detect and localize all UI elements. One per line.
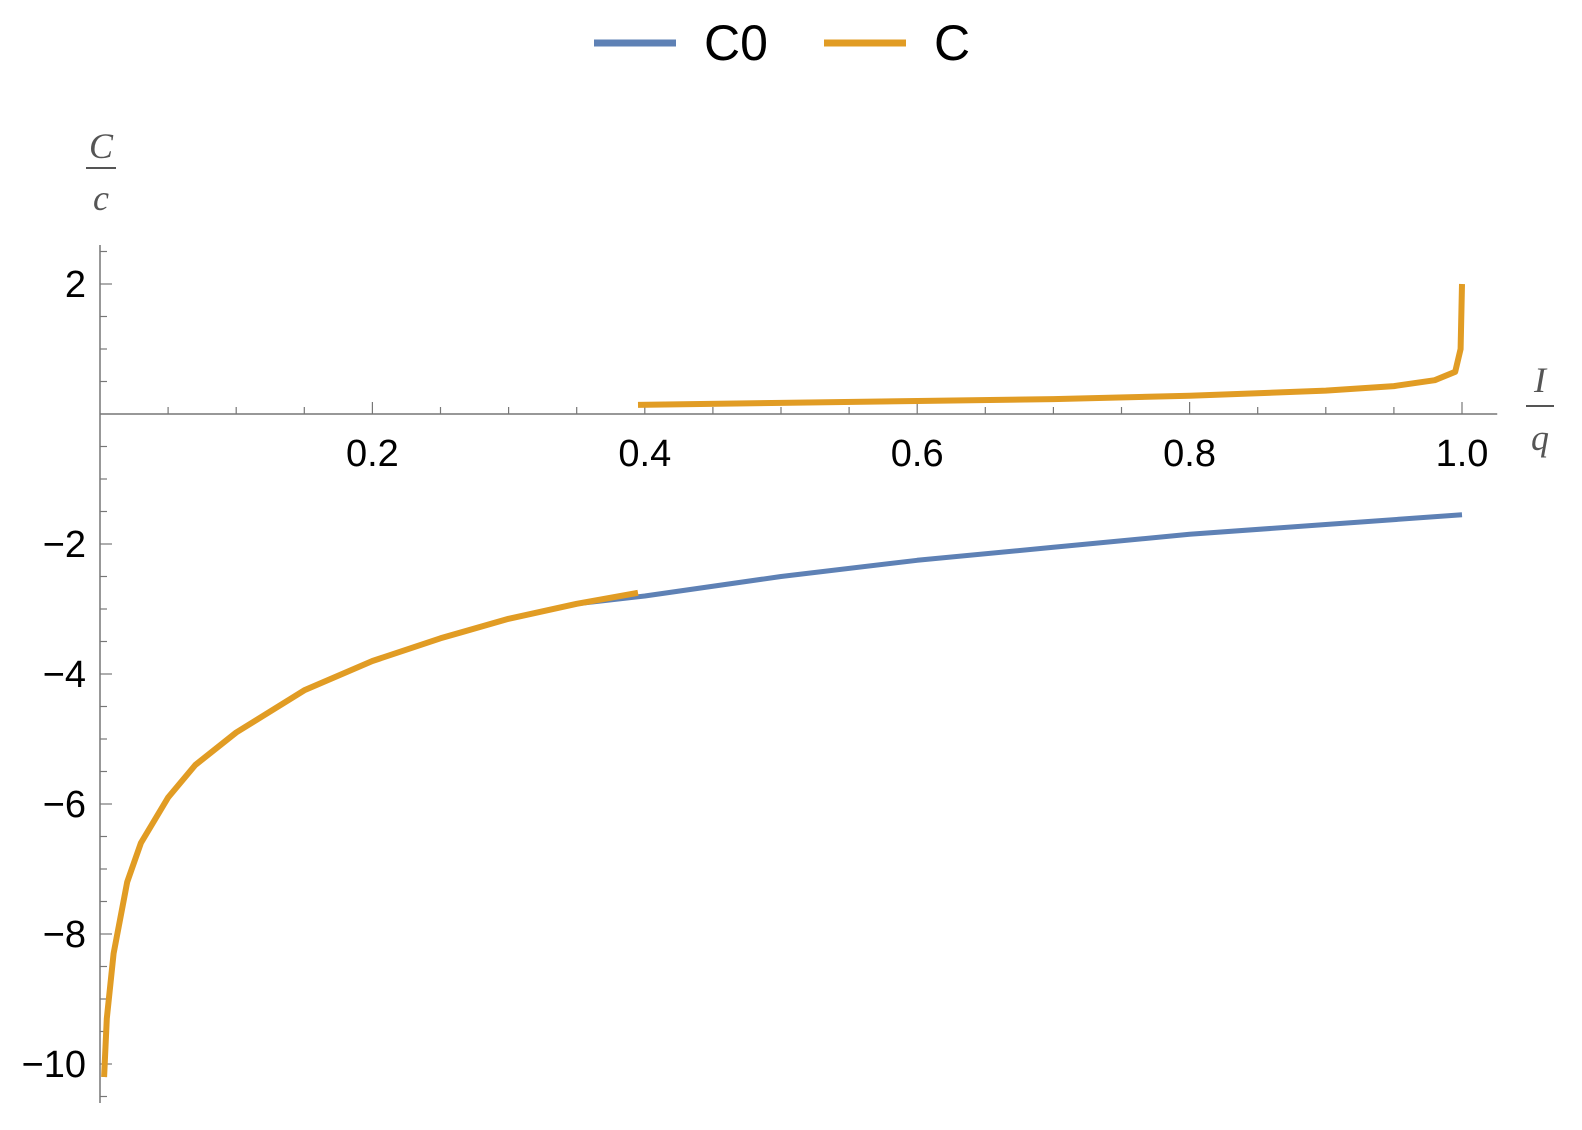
x-tick-label: 0.2 [346, 433, 399, 475]
y-tick-label: −4 [43, 654, 86, 696]
axes: 0.2 0.4 0.6 0.8 1.0 −10 −8 −6 −4 −2 2 [22, 245, 1498, 1103]
legend-label-c: C [934, 15, 970, 71]
x-axis-label-numerator: I [1533, 360, 1548, 400]
series-line-c0 [101, 512, 1463, 1078]
y-axis-label-numerator: C [89, 126, 114, 166]
x-tick-label: 0.4 [618, 433, 671, 475]
x-tick-label: 0.6 [891, 433, 944, 475]
series-layer [101, 283, 1465, 1078]
y-tick-label: −8 [43, 914, 86, 956]
x-axis-label-denominator: q [1531, 418, 1549, 458]
y-tick-label: −10 [22, 1044, 86, 1086]
y-tick-label: −2 [43, 524, 86, 566]
x-axis-label: I q [1526, 360, 1554, 458]
series-line-c [101, 283, 1465, 1078]
legend-label-c0: C0 [704, 15, 768, 71]
y-axis-label-denominator: c [93, 178, 109, 218]
y-tick-label: 2 [65, 264, 86, 306]
legend: C0 C [594, 15, 970, 71]
x-tick-label: 1.0 [1436, 433, 1489, 475]
y-tick-label: −6 [43, 784, 86, 826]
x-tick-label: 0.8 [1163, 433, 1216, 475]
y-axis-label: C c [86, 126, 116, 218]
